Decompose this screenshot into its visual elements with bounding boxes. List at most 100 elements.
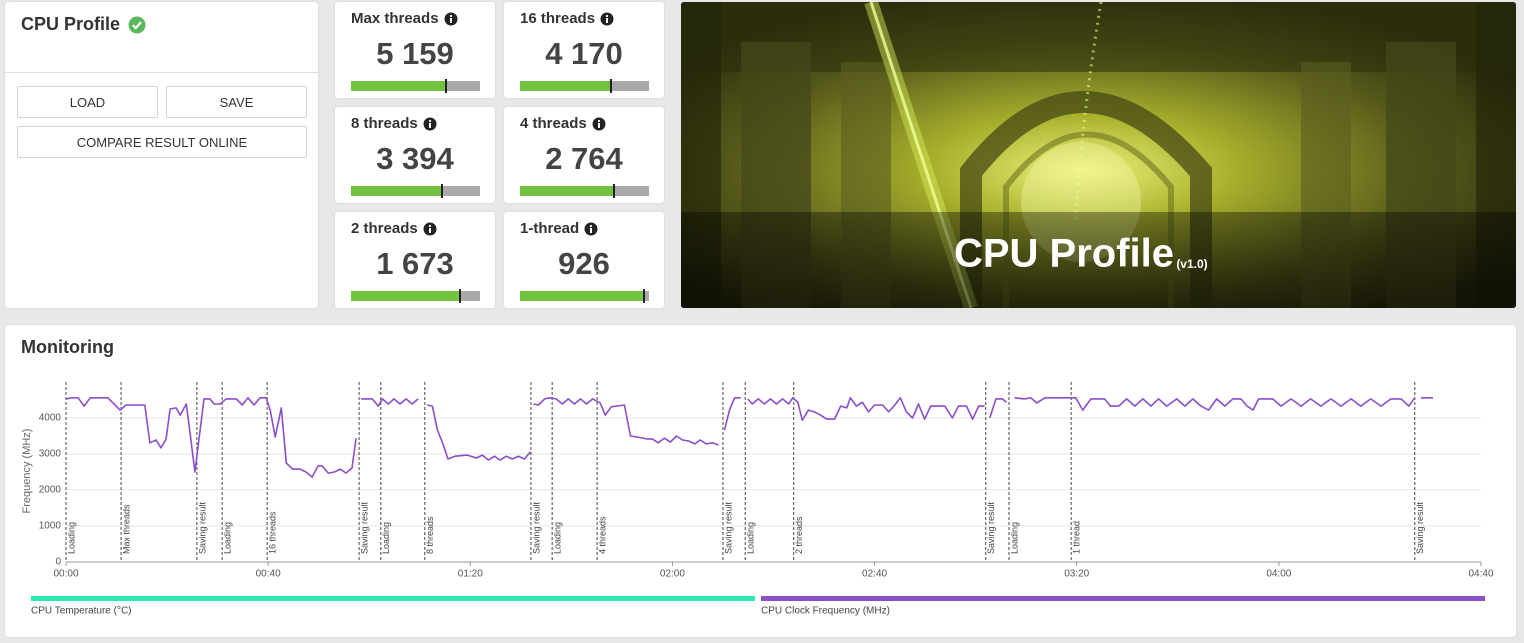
score-bar-fill xyxy=(351,81,446,91)
banner-title: CPU Profile xyxy=(954,232,1174,276)
y-tick-label: 0 xyxy=(55,557,61,568)
phase-label: 8 threads xyxy=(425,516,435,554)
score-bar-marker xyxy=(445,79,448,93)
panel-header: CPU Profile xyxy=(21,14,146,35)
score-bar-marker xyxy=(642,289,645,303)
phase-label: Loading xyxy=(553,522,563,554)
panel-title: CPU Profile xyxy=(21,14,121,34)
info-stem xyxy=(590,227,593,233)
info-dot xyxy=(428,119,431,122)
phase-label: Saving result xyxy=(986,501,996,554)
score-bar xyxy=(351,184,480,198)
score-bar-marker xyxy=(441,184,444,198)
score-value: 3 394 xyxy=(376,141,454,176)
score-label-row: 8 threads xyxy=(351,115,437,132)
phase-label: 1 thread xyxy=(1072,521,1082,554)
score-value: 1 673 xyxy=(376,246,454,281)
banner: CPU Profile (v1.0) xyxy=(681,2,1516,308)
score-tile: 4 threads 2 764 xyxy=(504,107,664,203)
score-bar xyxy=(520,289,649,303)
x-tick-label: 04:40 xyxy=(1468,569,1493,580)
score-value: 2 764 xyxy=(545,141,623,176)
info-icon[interactable] xyxy=(423,117,437,131)
phase-label: Loading xyxy=(223,522,233,554)
legend-label: CPU Temperature (°C) xyxy=(31,606,132,617)
phase-label: Saving result xyxy=(723,501,733,554)
y-tick-label: 3000 xyxy=(39,449,62,460)
passed-icon xyxy=(128,16,146,33)
compare-button[interactable]: COMPARE RESULT ONLINE xyxy=(17,126,307,158)
x-tick-label: 03:20 xyxy=(1064,569,1089,580)
x-tick-label: 00:00 xyxy=(53,569,78,580)
info-stem xyxy=(428,227,431,233)
frequency-line xyxy=(65,397,1433,478)
x-tick-label: 02:40 xyxy=(862,569,887,580)
score-bar xyxy=(351,289,480,303)
score-bar xyxy=(520,184,649,198)
score-bar-fill xyxy=(520,291,643,301)
score-bar xyxy=(520,79,649,93)
phase-label: Loading xyxy=(746,522,756,554)
score-label-row: 2 threads xyxy=(351,220,437,237)
phase-label: Saving result xyxy=(197,501,207,554)
phase-label: 4 threads xyxy=(598,516,608,554)
phase-label: Saving result xyxy=(359,501,369,554)
legend-swatch xyxy=(761,596,1485,601)
score-bar-marker xyxy=(610,79,613,93)
phase-label: Saving result xyxy=(531,501,541,554)
score-value: 5 159 xyxy=(376,36,454,71)
legend-swatch xyxy=(31,596,755,601)
score-bar xyxy=(351,79,480,93)
score-value: 4 170 xyxy=(545,36,623,71)
info-icon[interactable] xyxy=(444,12,458,26)
score-tile: 8 threads 3 394 xyxy=(335,107,495,203)
info-stem xyxy=(606,17,609,23)
monitoring-panel: Monitoring Frequency (MHz) 0 1000 2000 3000… xyxy=(5,325,1516,637)
chart-title: Monitoring xyxy=(21,337,114,357)
score-label: 4 threads xyxy=(520,115,587,132)
x-tick-label: 01:20 xyxy=(458,569,483,580)
score-value: 926 xyxy=(558,246,610,281)
score-bar-fill xyxy=(351,186,442,196)
score-label: 2 threads xyxy=(351,220,418,237)
x-tick-label: 04:00 xyxy=(1266,569,1291,580)
phase-label: Loading xyxy=(381,522,391,554)
phase-label: Max threads xyxy=(121,504,131,554)
banner-image: CPU Profile (v1.0) xyxy=(681,2,1516,308)
score-label: 8 threads xyxy=(351,115,418,132)
info-stem xyxy=(449,17,452,23)
info-icon[interactable] xyxy=(600,12,614,26)
info-dot xyxy=(590,224,593,227)
score-tile: 1-thread 926 xyxy=(504,212,664,308)
y-axis-label: Frequency (MHz) xyxy=(21,429,33,514)
score-label: 16 threads xyxy=(520,10,596,27)
legend-label: CPU Clock Frequency (MHz) xyxy=(761,606,890,617)
save-button[interactable]: SAVE xyxy=(166,86,307,118)
info-icon[interactable] xyxy=(423,222,437,236)
info-dot xyxy=(597,119,600,122)
phase-label: 16 threads xyxy=(268,511,278,554)
score-label-row: 1-thread xyxy=(520,220,598,237)
x-tick-label: 02:00 xyxy=(660,569,685,580)
info-icon[interactable] xyxy=(592,117,606,131)
info-icon[interactable] xyxy=(584,222,598,236)
info-stem xyxy=(428,122,431,128)
info-dot xyxy=(428,224,431,227)
score-bar-fill xyxy=(520,81,611,91)
banner-version: (v1.0) xyxy=(1176,257,1207,271)
phase-label: Loading xyxy=(1009,522,1019,554)
score-label-row: 16 threads xyxy=(520,10,614,27)
info-dot xyxy=(605,14,609,17)
phase-label: Saving result xyxy=(1415,501,1425,554)
score-tile: 2 threads 1 673 xyxy=(335,212,495,308)
y-tick-label: 1000 xyxy=(39,521,62,532)
score-label: Max threads xyxy=(351,10,439,27)
info-dot xyxy=(449,14,452,17)
score-label-row: 4 threads xyxy=(520,115,606,132)
score-bar-fill xyxy=(351,291,460,301)
info-stem xyxy=(597,122,600,128)
phase-label: Loading xyxy=(66,522,76,554)
y-tick-label: 2000 xyxy=(39,485,62,496)
load-button[interactable]: LOAD xyxy=(17,86,158,118)
